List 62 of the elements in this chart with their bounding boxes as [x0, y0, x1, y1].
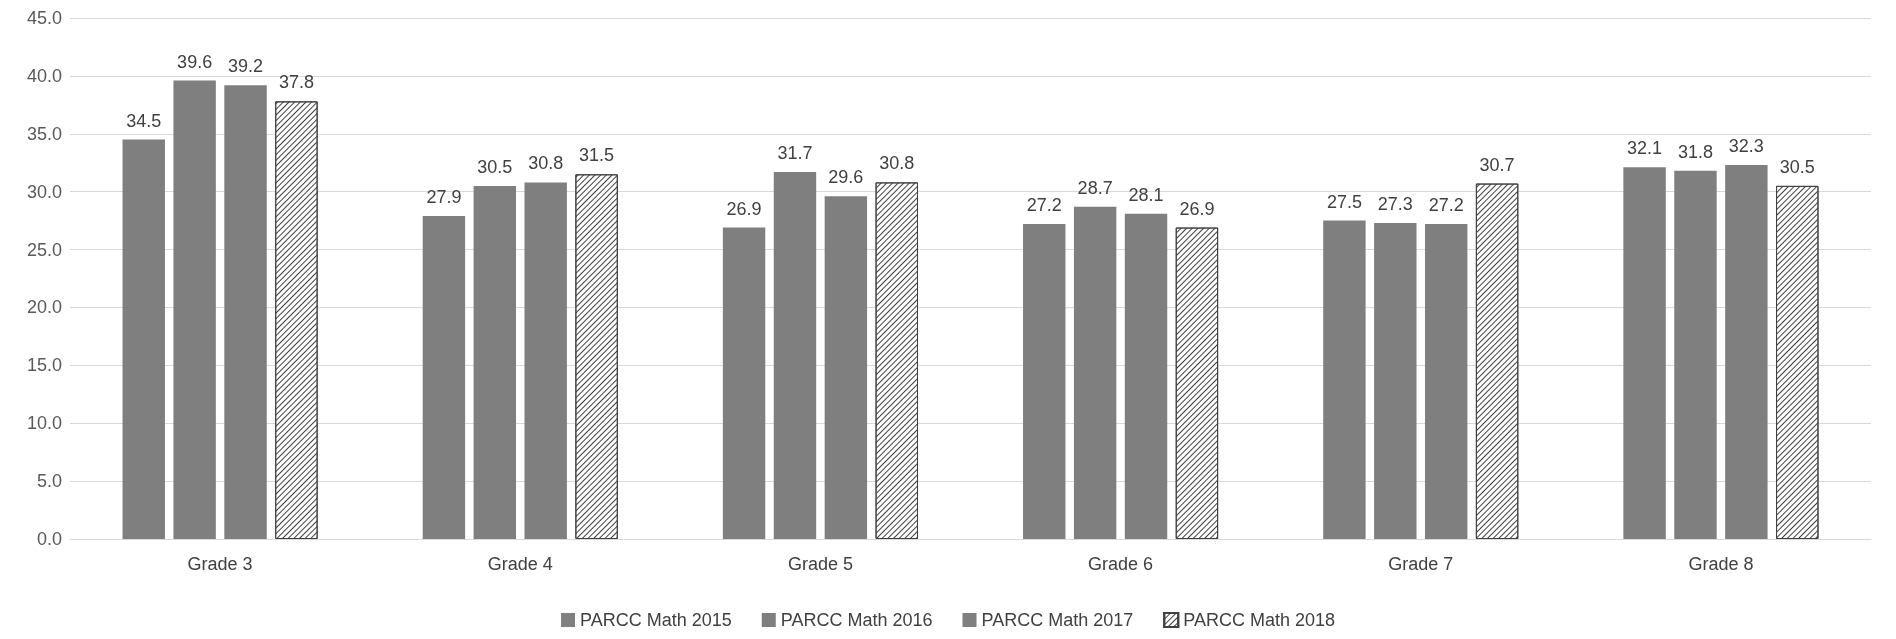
bar	[173, 80, 216, 539]
data-label: 28.7	[1077, 177, 1113, 198]
data-label: 27.3	[1377, 193, 1413, 214]
x-tick-label: Grade 7	[1388, 554, 1454, 574]
bar	[1124, 213, 1168, 539]
x-tick-label: Grade 3	[187, 554, 253, 574]
legend-label: PARCC Math 2018	[1183, 610, 1335, 630]
data-label: 27.9	[426, 186, 462, 207]
bar	[1725, 165, 1768, 539]
x-tick-label: Grade 6	[1088, 554, 1154, 574]
data-label: 30.5	[477, 156, 513, 177]
bar	[1623, 167, 1666, 539]
y-tick-label: 30.0	[26, 181, 62, 202]
bar	[524, 182, 567, 539]
bar	[1424, 224, 1468, 539]
data-label: 30.8	[528, 153, 564, 174]
data-label: 28.1	[1128, 184, 1164, 205]
data-label: 27.5	[1326, 191, 1362, 212]
data-label: 39.6	[177, 51, 213, 72]
bar	[722, 227, 766, 539]
y-tick-label: 25.0	[26, 239, 62, 260]
bar	[1023, 224, 1066, 539]
data-label: 26.9	[726, 198, 762, 219]
bar	[1374, 222, 1417, 539]
y-tick-label: 10.0	[26, 413, 62, 434]
y-tick-label: 45.0	[26, 8, 62, 28]
x-tick-label: Grade 8	[1688, 554, 1754, 574]
data-label: 31.5	[579, 145, 615, 166]
data-label: 31.8	[1677, 141, 1713, 162]
data-label: 32.1	[1627, 138, 1663, 159]
y-tick-label: 35.0	[26, 123, 62, 144]
data-label: 27.2	[1026, 195, 1062, 216]
legend-label: PARCC Math 2017	[981, 610, 1134, 630]
y-tick-label: 0.0	[36, 529, 62, 549]
bar	[224, 85, 267, 539]
data-label: 32.3	[1728, 136, 1764, 157]
legend-label: PARCC Math 2015	[580, 610, 732, 630]
y-tick-label: 20.0	[26, 297, 62, 318]
x-tick-label: Grade 4	[487, 554, 553, 574]
bar	[473, 185, 517, 539]
y-tick-label: 5.0	[36, 471, 62, 492]
bar	[1323, 220, 1366, 539]
data-label: 26.9	[1179, 198, 1215, 219]
bar	[122, 139, 165, 539]
bar	[824, 196, 868, 539]
data-label: 30.8	[879, 153, 915, 174]
bar	[773, 171, 817, 539]
y-tick-label: 40.0	[26, 65, 62, 86]
data-label: 37.8	[278, 72, 314, 93]
data-label: 31.7	[777, 142, 813, 163]
data-label: 34.5	[126, 110, 162, 131]
bar	[1674, 170, 1717, 539]
data-label: 30.5	[1779, 156, 1815, 177]
legend-label: PARCC Math 2016	[780, 610, 933, 630]
data-label: 29.6	[828, 167, 864, 188]
x-tick-label: Grade 5	[787, 554, 853, 574]
y-tick-label: 15.0	[26, 355, 62, 376]
bar	[1073, 206, 1117, 539]
data-label: 39.2	[228, 56, 264, 77]
data-label: 27.2	[1428, 195, 1464, 216]
data-label: 30.7	[1479, 154, 1515, 175]
bar	[422, 215, 466, 539]
